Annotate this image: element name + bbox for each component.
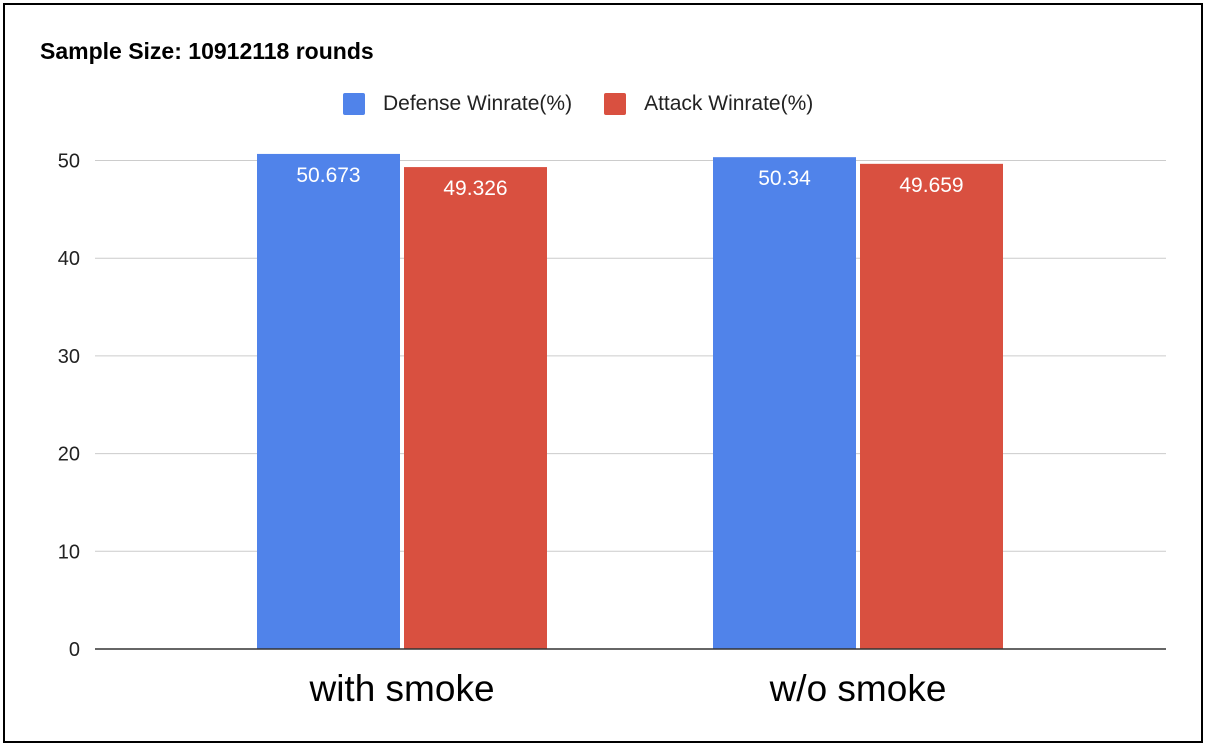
- legend-item-attack: Attack Winrate(%): [604, 92, 813, 116]
- legend-label-attack: Attack Winrate(%): [644, 92, 814, 115]
- data-label-attack-1: 49.659: [899, 174, 963, 197]
- data-label-defense-1: 50.34: [758, 167, 811, 190]
- bar-defense-0: [257, 153, 400, 649]
- y-tick-label-30: 30: [58, 346, 80, 368]
- legend-swatch-attack: [604, 93, 627, 115]
- legend-label-defense: Defense Winrate(%): [383, 92, 573, 115]
- data-label-defense-0: 50.673: [296, 164, 360, 187]
- y-tick-label-10: 10: [58, 541, 80, 563]
- y-tick-label-50: 50: [58, 151, 80, 173]
- x-category-label-1: w/o smoke: [769, 668, 947, 709]
- x-category-label-0: with smoke: [308, 668, 494, 709]
- legend-swatch-defense: [343, 93, 365, 115]
- data-label-attack-0: 49.326: [443, 177, 507, 200]
- bar-attack-0: [404, 167, 547, 650]
- chart-title: Sample Size: 10912118 rounds: [40, 38, 374, 64]
- y-tick-label-20: 20: [58, 444, 80, 466]
- y-tick-label-40: 40: [58, 248, 80, 270]
- y-tick-label-0: 0: [69, 639, 80, 661]
- bar-defense-1: [713, 157, 856, 649]
- chart-legend: Defense Winrate(%) Attack Winrate(%): [343, 92, 845, 116]
- bar-attack-1: [860, 163, 1003, 649]
- legend-item-defense: Defense Winrate(%): [343, 92, 572, 116]
